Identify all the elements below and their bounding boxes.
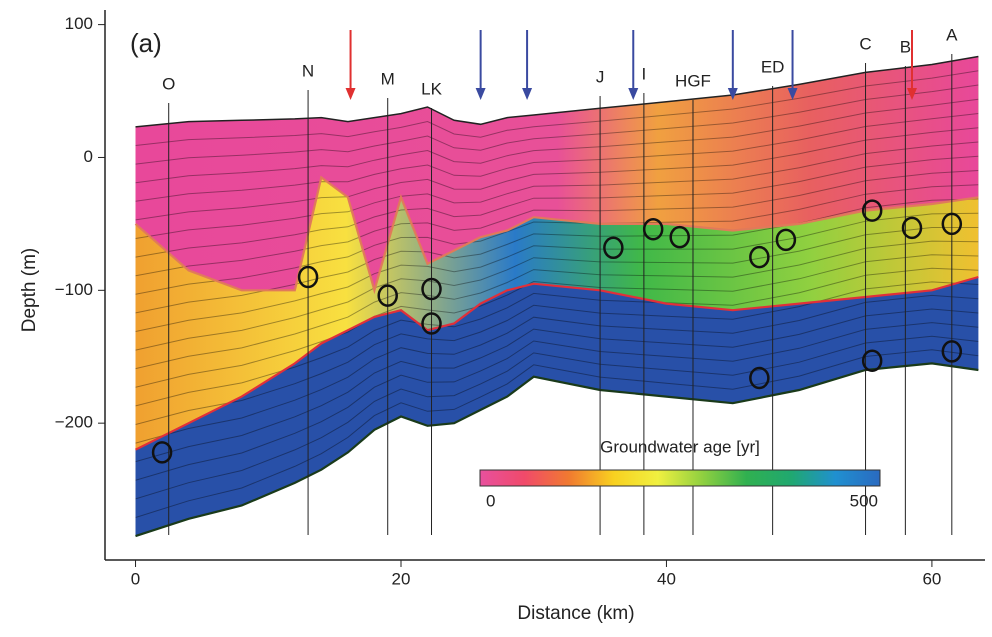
layer-line xyxy=(135,349,979,518)
layer-line xyxy=(135,240,979,370)
arrow xyxy=(628,30,639,100)
x-axis-title: Distance (km) xyxy=(517,603,634,624)
layer-line xyxy=(135,335,979,500)
profile-line xyxy=(135,55,979,128)
arrow-head xyxy=(906,88,917,100)
arrow-head xyxy=(522,88,533,100)
arrow xyxy=(475,30,486,100)
x-tick-label: 20 xyxy=(392,569,411,588)
sample-circle xyxy=(861,199,883,222)
sample-circle xyxy=(941,212,963,236)
arrow-head xyxy=(628,88,639,100)
sample-circle xyxy=(775,228,797,252)
layer-line xyxy=(135,98,979,184)
sample-circle xyxy=(941,340,963,363)
arrow-head xyxy=(475,88,486,100)
layer-line xyxy=(135,254,979,388)
arrow-head xyxy=(727,88,738,100)
layer-line xyxy=(135,70,979,146)
sample-circle xyxy=(901,216,923,240)
sample-circle xyxy=(749,366,770,390)
well-label: M xyxy=(381,69,395,88)
layer-line xyxy=(135,212,979,332)
arrow xyxy=(906,30,917,100)
sample-circle xyxy=(749,245,770,269)
layer-line xyxy=(135,227,979,351)
profile-line xyxy=(135,275,979,451)
well-label: C xyxy=(859,34,871,53)
layer-line xyxy=(135,281,979,425)
sample-circle xyxy=(151,441,173,464)
well-label: N xyxy=(302,61,314,80)
layer-line xyxy=(135,113,979,202)
y-tick-label: −100 xyxy=(55,280,93,299)
x-tick-label: 60 xyxy=(922,569,941,588)
colorbar-tick-label: 500 xyxy=(850,491,878,510)
layer-line xyxy=(135,141,979,239)
x-tick-label: 0 xyxy=(131,569,140,588)
arrow xyxy=(345,30,356,100)
arrow-head xyxy=(345,88,356,100)
well-label: J xyxy=(596,67,605,86)
layer-line xyxy=(135,170,979,277)
well-label: I xyxy=(642,64,647,83)
layer-line xyxy=(135,308,979,463)
layer-line xyxy=(135,267,979,407)
sample-circle xyxy=(642,217,664,241)
y-axis-title: Depth (m) xyxy=(19,248,40,332)
sample-circle xyxy=(861,349,883,372)
y-tick-label: 0 xyxy=(84,147,93,166)
layer-line xyxy=(135,155,979,258)
well-label: HGF xyxy=(675,71,711,90)
arrow xyxy=(522,30,533,100)
well-label: O xyxy=(162,74,175,93)
colorbar-title: Groundwater age [yr] xyxy=(600,437,760,456)
y-tick-label: −200 xyxy=(55,413,93,432)
sample-circle xyxy=(377,284,398,307)
well-label: B xyxy=(900,37,911,56)
well-label: LK xyxy=(421,79,442,98)
well-label: ED xyxy=(761,57,785,76)
layer-line xyxy=(135,322,979,481)
layer-line xyxy=(135,294,979,444)
profile-line xyxy=(135,362,979,538)
sample-circle xyxy=(421,277,442,301)
layer-line xyxy=(135,84,979,165)
colorbar xyxy=(479,469,881,487)
sample-circle xyxy=(421,312,442,335)
layer-line xyxy=(135,127,979,221)
panel-label: (a) xyxy=(130,28,162,58)
sample-circle xyxy=(297,265,319,289)
sample-circle xyxy=(603,236,624,260)
well-label: A xyxy=(946,25,958,44)
sample-circle xyxy=(669,225,690,249)
colorbar-tick-label: 0 xyxy=(486,491,495,510)
x-tick-label: 40 xyxy=(657,569,676,588)
arrow xyxy=(787,30,798,100)
arrow xyxy=(727,30,738,100)
y-tick-label: 100 xyxy=(65,14,93,33)
arrow-head xyxy=(787,88,798,100)
